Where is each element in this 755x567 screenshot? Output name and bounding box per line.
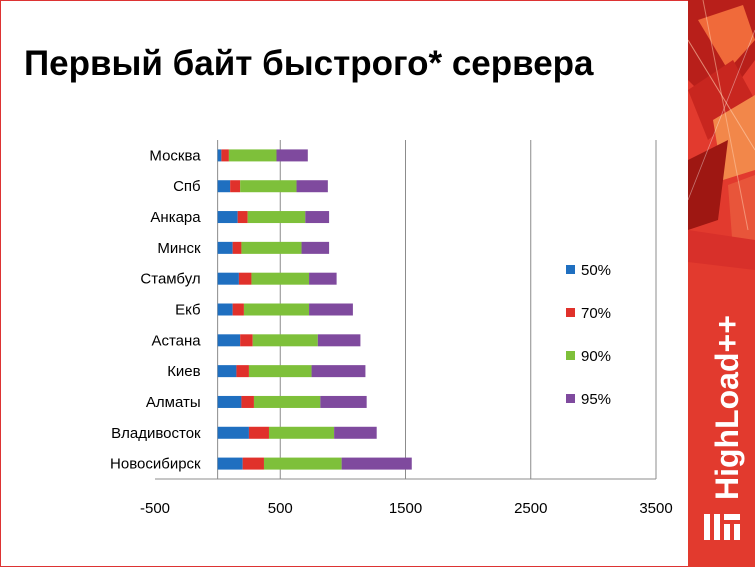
legend-label: 70%: [581, 305, 611, 322]
bar-segment-95pct: [334, 426, 377, 439]
bar-segment-70pct: [248, 426, 269, 439]
bar-segment-50pct: [217, 149, 222, 162]
legend-swatch: [566, 394, 575, 403]
bar-segment-90pct: [228, 149, 277, 162]
bar-segment-50pct: [217, 426, 249, 439]
labels-layer: -500 500 1500 2500 3500 Москва Спб Анкара Минск С…: [110, 147, 673, 517]
category-label: Спб: [173, 178, 201, 195]
category-label: Киев: [167, 363, 200, 380]
x-tick-label: 2500: [514, 500, 547, 517]
bar-segment-90pct: [252, 334, 318, 347]
bar-segment-50pct: [217, 211, 238, 224]
bar-segment-95pct: [301, 241, 330, 254]
legend-label: 90%: [581, 348, 611, 365]
bar-segment-90pct: [247, 211, 306, 224]
category-label: Астана: [151, 332, 201, 349]
bar-segment-50pct: [217, 457, 243, 470]
highload-brand-band: HighLoad++: [688, 0, 755, 567]
bar-segment-90pct: [251, 272, 310, 285]
bar-segment-95pct: [317, 334, 361, 347]
bar-segment-95pct: [309, 303, 353, 316]
bar-segment-90pct: [243, 303, 310, 316]
bar-segment-70pct: [241, 395, 254, 408]
bar-segment-90pct: [268, 426, 335, 439]
legend-swatch: [566, 265, 575, 274]
legend-label: 95%: [581, 391, 611, 408]
category-label: Алматы: [146, 394, 201, 411]
bar-segment-70pct: [240, 334, 253, 347]
bar-segment-70pct: [232, 303, 244, 316]
bar-segment-95pct: [276, 149, 308, 162]
bar-segment-70pct: [237, 211, 248, 224]
category-label: Анкара: [150, 209, 201, 226]
bar-segment-50pct: [217, 272, 239, 285]
bar-segment-95pct: [296, 180, 328, 193]
brand-logo: HighLoad++: [688, 0, 755, 567]
category-label: Минск: [157, 240, 201, 257]
bar-segment-90pct: [263, 457, 342, 470]
brand-wordmark: HighLoad++: [709, 315, 745, 500]
bar-segment-90pct: [241, 241, 302, 254]
category-label: Екб: [175, 302, 201, 319]
x-tick-label: 1500: [389, 500, 422, 517]
bar-segment-50pct: [217, 334, 241, 347]
legend-label: 50%: [581, 262, 611, 279]
bar-segment-70pct: [221, 149, 229, 162]
bar-segment-70pct: [238, 272, 252, 285]
bars-layer: [217, 149, 412, 470]
bar-segment-90pct: [248, 365, 312, 378]
category-label: Москва: [149, 147, 201, 164]
category-label: Стамбул: [140, 271, 200, 288]
bar-segment-50pct: [217, 180, 231, 193]
legend: 50% 70% 90% 95%: [566, 262, 611, 408]
category-label: Новосибирск: [110, 456, 201, 473]
legend-swatch: [566, 308, 575, 317]
bar-segment-95pct: [309, 272, 337, 285]
bar-segment-95pct: [320, 395, 367, 408]
category-label: Владивосток: [111, 425, 201, 442]
x-tick-label: -500: [140, 500, 170, 517]
legend-swatch: [566, 351, 575, 360]
bar-segment-95pct: [341, 457, 412, 470]
bar-segment-70pct: [232, 241, 242, 254]
bar-segment-90pct: [240, 180, 297, 193]
bar-segment-95pct: [311, 365, 366, 378]
bar-segment-50pct: [217, 395, 242, 408]
bar-segment-50pct: [217, 303, 233, 316]
bar-segment-50pct: [217, 241, 233, 254]
slide-title: Первый байт быстрого* сервера: [24, 44, 594, 83]
highload-mark-icon: [704, 514, 740, 540]
x-tick-label: 3500: [639, 500, 672, 517]
bar-segment-70pct: [230, 180, 241, 193]
bar-segment-90pct: [253, 395, 321, 408]
bar-segment-70pct: [236, 365, 249, 378]
x-tick-label: 500: [268, 500, 293, 517]
bar-segment-50pct: [217, 365, 237, 378]
bar-segment-95pct: [305, 211, 330, 224]
bar-segment-70pct: [242, 457, 264, 470]
